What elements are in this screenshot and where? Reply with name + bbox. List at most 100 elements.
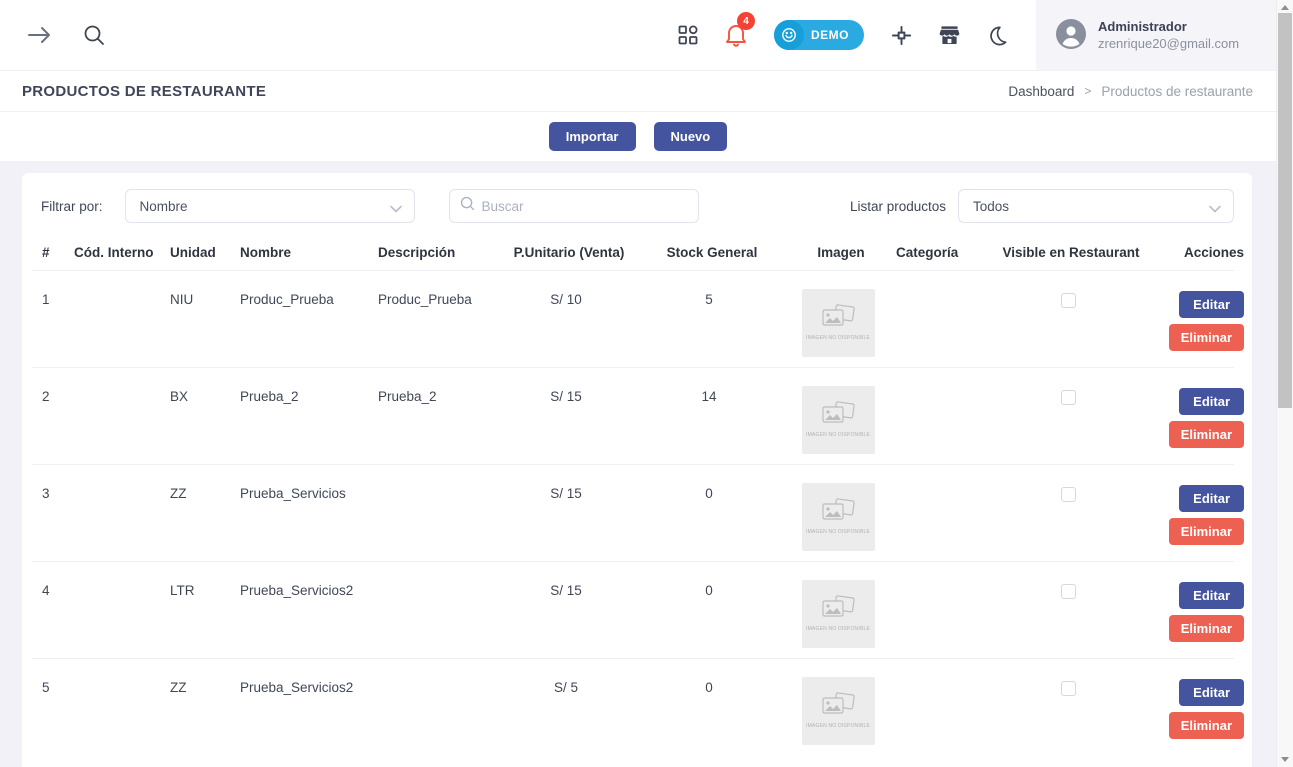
breadcrumb-dashboard[interactable]: Dashboard (1008, 84, 1074, 99)
unidad-cell: ZZ (170, 679, 240, 747)
edit-button[interactable]: Editar (1179, 679, 1244, 706)
col-header-num: # (42, 245, 74, 260)
visible-en-restaurant-checkbox[interactable] (1061, 487, 1076, 502)
compress-screen-icon[interactable] (891, 25, 912, 46)
row-number: 5 (42, 679, 74, 747)
descripcion-cell (378, 679, 500, 747)
cod-interno-cell (74, 679, 170, 747)
new-button[interactable]: Nuevo (654, 122, 728, 151)
image-placeholder-text: IMAGEN NO DISPONIBLE (806, 529, 870, 536)
vertical-scrollbar[interactable] (1276, 0, 1293, 767)
descripcion-cell (378, 485, 500, 553)
unidad-cell: LTR (170, 582, 240, 650)
stock-cell: 0 (638, 582, 786, 650)
image-placeholder: IMAGEN NO DISPONIBLE (802, 386, 875, 454)
filter-by-label: Filtrar por: (41, 199, 103, 214)
image-placeholder-text: IMAGEN NO DISPONIBLE (806, 432, 870, 439)
categoria-cell (896, 679, 978, 747)
stock-cell: 5 (638, 291, 786, 359)
col-header-categoria: Categoría (896, 245, 978, 260)
acciones-cell: Editar Eliminar (1164, 485, 1244, 553)
precio-cell: S/ 10 (500, 291, 638, 359)
visible-cell (978, 291, 1164, 359)
image-placeholder-text: IMAGEN NO DISPONIBLE (806, 723, 870, 730)
no-image-icon (819, 595, 857, 623)
col-header-unidad: Unidad (170, 245, 240, 260)
col-header-nombre: Nombre (240, 245, 378, 260)
user-name: Administrador (1098, 19, 1239, 34)
header-left (0, 24, 105, 46)
nombre-cell: Prueba_Servicios (240, 485, 378, 553)
table-row: 2 BX Prueba_2 Prueba_2 S/ 15 14 IMAGEN N… (32, 367, 1234, 464)
sidebar-toggle-arrow-icon[interactable] (27, 25, 53, 45)
stock-cell: 14 (638, 388, 786, 456)
col-header-imagen: Imagen (786, 245, 896, 260)
col-header-acciones: Acciones (1164, 245, 1244, 260)
table-header-row: # Cód. Interno Unidad Nombre Descripción… (32, 237, 1234, 270)
list-products-label: Listar productos (850, 199, 946, 214)
row-number: 1 (42, 291, 74, 359)
scrollbar-thumb[interactable] (1278, 13, 1292, 408)
table-row: 4 LTR Prueba_Servicios2 S/ 15 0 IMAGEN N… (32, 561, 1234, 658)
delete-button[interactable]: Eliminar (1169, 518, 1244, 545)
breadcrumb-separator-icon: > (1084, 84, 1091, 98)
table-row: 5 ZZ Prueba_Servicios2 S/ 5 0 IMAGEN NO … (32, 658, 1234, 755)
scrollbar-down-arrow-icon[interactable] (1281, 757, 1289, 762)
delete-button[interactable]: Eliminar (1169, 712, 1244, 739)
image-placeholder-text: IMAGEN NO DISPONIBLE (806, 626, 870, 633)
delete-button[interactable]: Eliminar (1169, 324, 1244, 351)
visible-en-restaurant-checkbox[interactable] (1061, 681, 1076, 696)
filter-field-select[interactable]: Nombre (125, 189, 415, 223)
delete-button[interactable]: Eliminar (1169, 421, 1244, 448)
breadcrumb-current: Productos de restaurante (1101, 84, 1253, 99)
demo-badge-button[interactable]: DEMO (774, 20, 864, 50)
image-placeholder: IMAGEN NO DISPONIBLE (802, 580, 875, 648)
search-icon[interactable] (83, 24, 105, 46)
nombre-cell: Prueba_2 (240, 388, 378, 456)
no-image-icon (819, 692, 857, 720)
imagen-cell: IMAGEN NO DISPONIBLE (786, 485, 896, 553)
smiley-icon (774, 20, 804, 50)
search-input[interactable] (482, 199, 688, 214)
apps-grid-icon[interactable] (678, 25, 698, 45)
avatar (1056, 19, 1086, 52)
breadcrumb: Dashboard > Productos de restaurante (1008, 84, 1253, 99)
categoria-cell (896, 582, 978, 650)
imagen-cell: IMAGEN NO DISPONIBLE (786, 582, 896, 650)
no-image-icon (819, 401, 857, 429)
image-placeholder: IMAGEN NO DISPONIBLE (802, 677, 875, 745)
dark-mode-moon-icon[interactable] (987, 25, 1008, 46)
cod-interno-cell (74, 291, 170, 359)
visible-en-restaurant-checkbox[interactable] (1061, 390, 1076, 405)
col-header-descripcion: Descripción (378, 245, 500, 260)
precio-cell: S/ 15 (500, 388, 638, 456)
notifications-bell-icon[interactable]: 4 (725, 23, 747, 47)
delete-button[interactable]: Eliminar (1169, 615, 1244, 642)
row-number: 3 (42, 485, 74, 553)
user-menu[interactable]: Administrador zrenrique20@gmail.com (1036, 0, 1276, 70)
chevron-down-icon (390, 201, 402, 216)
chevron-down-icon (1209, 201, 1221, 216)
edit-button[interactable]: Editar (1179, 485, 1244, 512)
no-image-icon (819, 498, 857, 526)
unidad-cell: BX (170, 388, 240, 456)
edit-button[interactable]: Editar (1179, 291, 1244, 318)
precio-cell: S/ 5 (500, 679, 638, 747)
table-body: 1 NIU Produc_Prueba Produc_Prueba S/ 10 … (32, 270, 1234, 755)
nombre-cell: Prueba_Servicios2 (240, 679, 378, 747)
visible-en-restaurant-checkbox[interactable] (1061, 293, 1076, 308)
descripcion-cell (378, 582, 500, 650)
precio-cell: S/ 15 (500, 485, 638, 553)
import-button[interactable]: Importar (549, 122, 636, 151)
visible-en-restaurant-checkbox[interactable] (1061, 584, 1076, 599)
store-icon[interactable] (939, 25, 960, 45)
products-table: # Cód. Interno Unidad Nombre Descripción… (32, 237, 1234, 755)
list-products-value: Todos (973, 199, 1009, 214)
edit-button[interactable]: Editar (1179, 388, 1244, 415)
table-row: 1 NIU Produc_Prueba Produc_Prueba S/ 10 … (32, 270, 1234, 367)
row-number: 2 (42, 388, 74, 456)
edit-button[interactable]: Editar (1179, 582, 1244, 609)
scrollbar-up-arrow-icon[interactable] (1281, 5, 1289, 10)
notification-count-badge: 4 (737, 12, 755, 30)
list-products-select[interactable]: Todos (958, 189, 1234, 223)
